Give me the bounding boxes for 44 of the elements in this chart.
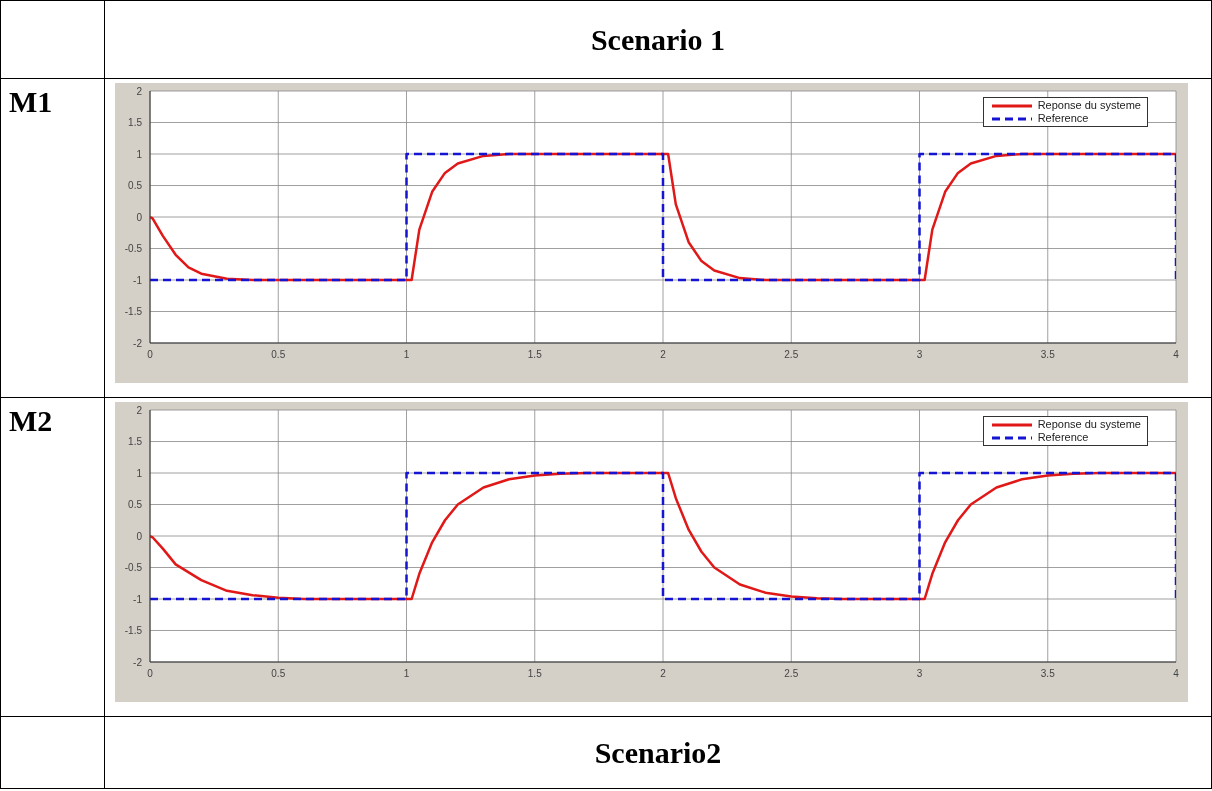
chart-title: M2 [9,404,53,437]
x-tick-label: 2.5 [784,668,799,680]
x-tick-label: 1.5 [527,349,543,361]
x-tick-label: 3.5 [1040,668,1056,680]
y-tick-label: 1.5 [128,436,143,448]
y-tick-label: -0.5 [124,243,143,255]
x-tick-label: 3 [916,349,923,361]
x-tick-label: 2 [660,668,667,680]
y-tick-label: 2 [136,85,143,97]
y-tick-label: 1.5 [128,117,143,129]
legend-label: Reference [1037,431,1089,444]
y-tick-label: 2 [136,404,143,416]
y-tick-label: -2 [133,337,143,349]
y-tick-label: -0.5 [124,562,143,574]
x-tick-label: 0 [147,668,154,680]
chart-title: M1 [9,85,53,118]
y-tick-label: 0 [136,530,143,542]
x-tick-label: 1 [403,349,410,361]
y-tick-label: 1 [136,467,143,479]
y-tick-label: 0.5 [128,180,143,192]
y-tick-label: -1.5 [124,625,143,637]
y-tick-label: -1.5 [124,306,143,318]
legend-label: Reference [1037,112,1089,125]
x-tick-label: 0 [147,349,154,361]
y-tick-label: -1 [133,274,143,286]
y-tick-label: 0.5 [128,499,143,511]
x-tick-label: 4 [1173,668,1180,680]
text: Scenario2 [594,735,722,769]
y-tick-label: 1 [136,148,143,160]
y-tick-label: -2 [133,656,143,668]
x-tick-label: 1.5 [527,668,543,680]
x-tick-label: 3 [916,668,923,680]
x-tick-label: 3.5 [1040,349,1056,361]
x-tick-label: 2 [660,349,667,361]
x-tick-label: 2.5 [784,349,799,361]
y-tick-label: -1 [133,593,143,605]
legend-label: Reponse du systeme [1037,418,1141,431]
x-tick-label: 4 [1173,349,1180,361]
y-tick-label: 0 [136,211,143,223]
legend-label: Reponse du systeme [1037,99,1141,112]
text: Scenario 1 [590,22,726,56]
x-tick-label: 0.5 [271,349,286,361]
x-tick-label: 0.5 [271,668,286,680]
x-tick-label: 1 [403,668,410,680]
